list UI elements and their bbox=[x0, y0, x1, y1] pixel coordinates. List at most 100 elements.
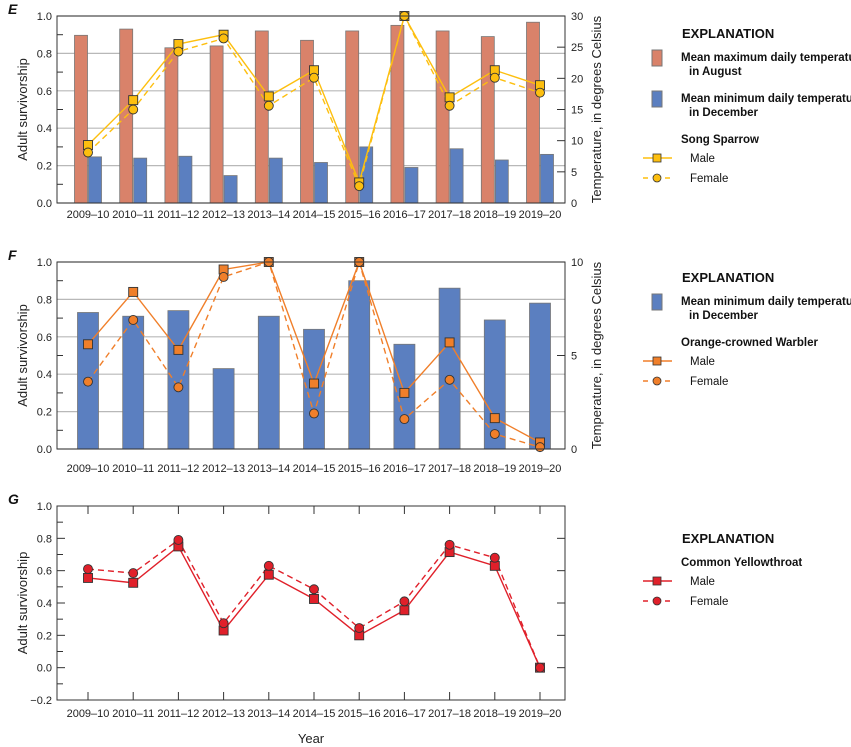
y-tick-label: 0.6 bbox=[37, 86, 52, 98]
bar bbox=[167, 310, 190, 450]
bar bbox=[526, 21, 540, 204]
data-point-female bbox=[218, 618, 229, 629]
x-tick-label: 2011–12 bbox=[157, 708, 199, 720]
x-tick-label: 2014–15 bbox=[293, 209, 336, 221]
series-line-male bbox=[87, 14, 541, 185]
legend-swatch bbox=[651, 49, 663, 67]
legend-marker bbox=[652, 376, 662, 386]
y-tick-label: 1.0 bbox=[37, 11, 52, 23]
x-tick-label: 2012–13 bbox=[202, 209, 245, 221]
data-point-female bbox=[83, 147, 93, 158]
panel-label: F bbox=[8, 247, 17, 263]
legend-label-female: Female bbox=[690, 173, 728, 185]
data-point-female bbox=[444, 539, 455, 550]
bar bbox=[540, 153, 554, 204]
x-tick-label: 2013–14 bbox=[247, 708, 290, 720]
y-right-tick-label: 5 bbox=[571, 167, 577, 179]
data-point-female bbox=[83, 376, 93, 387]
data-point-male bbox=[263, 91, 274, 102]
legend-swatch bbox=[651, 293, 663, 311]
y-tick-label: 0.4 bbox=[37, 369, 52, 381]
data-point-female bbox=[354, 623, 365, 634]
x-tick-label: 2015–16 bbox=[338, 463, 381, 475]
data-point-female bbox=[444, 374, 455, 385]
y-tick-label: 0.4 bbox=[37, 123, 52, 135]
x-tick-label: 2009–10 bbox=[67, 209, 110, 221]
data-point-female bbox=[535, 662, 545, 673]
x-tick-label: 2010–11 bbox=[112, 708, 154, 720]
legend-marker bbox=[652, 356, 662, 366]
y-right-tick-label: 10 bbox=[571, 257, 583, 269]
y-tick-label: 0.8 bbox=[37, 533, 52, 545]
legend: EXPLANATION Mean minimum daily temperatur… bbox=[643, 270, 851, 388]
legend-label: in August bbox=[689, 66, 742, 78]
data-point-male bbox=[309, 594, 319, 604]
plot-frame bbox=[56, 15, 566, 204]
data-point-male bbox=[309, 378, 319, 389]
bar bbox=[164, 47, 179, 204]
y-right-axis-title: Temperature, in degrees Celsius bbox=[589, 15, 604, 203]
legend-label-female: Female bbox=[690, 596, 728, 608]
data-point-female bbox=[489, 72, 500, 83]
data-point-male bbox=[399, 605, 410, 616]
legend-marker bbox=[652, 576, 662, 586]
y-axis-title: Adult survivorship bbox=[15, 552, 30, 655]
x-tick-label: 2019–20 bbox=[519, 209, 562, 221]
bar bbox=[314, 162, 328, 204]
bar bbox=[122, 315, 145, 450]
y-tick-label: 0.0 bbox=[37, 444, 52, 456]
data-point-female bbox=[354, 181, 365, 192]
data-point-male bbox=[444, 92, 455, 103]
plot-frame bbox=[56, 261, 566, 450]
legend-species: Common Yellowthroat bbox=[681, 557, 802, 569]
bar bbox=[223, 175, 238, 204]
bar bbox=[438, 287, 461, 450]
x-tick-label: 2009–10 bbox=[67, 708, 110, 720]
bar bbox=[133, 157, 148, 204]
y-right-axis-title: Temperature, in degrees Celsius bbox=[589, 261, 604, 449]
x-tick-label: 2017–18 bbox=[428, 708, 471, 720]
legend-label-male: Male bbox=[690, 153, 715, 165]
data-point-male bbox=[263, 569, 274, 580]
bar bbox=[303, 328, 325, 450]
y-axis-title: Adult survivorship bbox=[15, 304, 30, 407]
x-tick-label: 2012–13 bbox=[202, 708, 245, 720]
legend-label-male: Male bbox=[690, 356, 715, 368]
y-axis-title: Adult survivorship bbox=[15, 58, 30, 161]
y-right-tick-label: 5 bbox=[571, 351, 577, 363]
x-tick-label: 2015–16 bbox=[338, 708, 381, 720]
series-line-female bbox=[87, 14, 541, 189]
legend-label-female: Female bbox=[690, 376, 728, 388]
legend-label: Mean minimum daily temperature bbox=[681, 296, 851, 308]
bar bbox=[494, 159, 509, 204]
bar bbox=[254, 30, 269, 204]
plot-frame bbox=[56, 505, 566, 701]
data-point-female bbox=[218, 33, 229, 44]
legend: EXPLANATION Mean maximum daily temperatur… bbox=[643, 26, 851, 185]
data-point-female bbox=[173, 382, 184, 393]
data-point-female bbox=[218, 272, 229, 282]
data-point-female bbox=[535, 87, 545, 98]
data-point-male bbox=[489, 413, 500, 424]
data-point-male bbox=[83, 572, 93, 583]
data-point-female bbox=[128, 104, 139, 115]
x-axis-title: Year bbox=[298, 731, 325, 746]
data-point-female bbox=[309, 408, 319, 419]
x-tick-label: 2010–11 bbox=[112, 463, 154, 475]
bar bbox=[348, 280, 371, 450]
y-tick-label: 0.4 bbox=[37, 598, 52, 610]
data-point-female bbox=[444, 100, 455, 111]
data-point-female bbox=[309, 72, 319, 83]
bar bbox=[390, 24, 405, 204]
data-point-female bbox=[128, 568, 139, 579]
bar bbox=[300, 39, 314, 204]
y-right-tick-label: 20 bbox=[571, 73, 583, 85]
legend-species: Orange-crowned Warbler bbox=[681, 337, 818, 349]
bar bbox=[178, 155, 193, 204]
y-tick-label: 1.0 bbox=[37, 257, 52, 269]
y-tick-label: −0.2 bbox=[30, 695, 52, 707]
x-tick-label: 2017–18 bbox=[428, 463, 471, 475]
x-tick-label: 2013–14 bbox=[247, 463, 290, 475]
data-point-female bbox=[173, 535, 184, 545]
